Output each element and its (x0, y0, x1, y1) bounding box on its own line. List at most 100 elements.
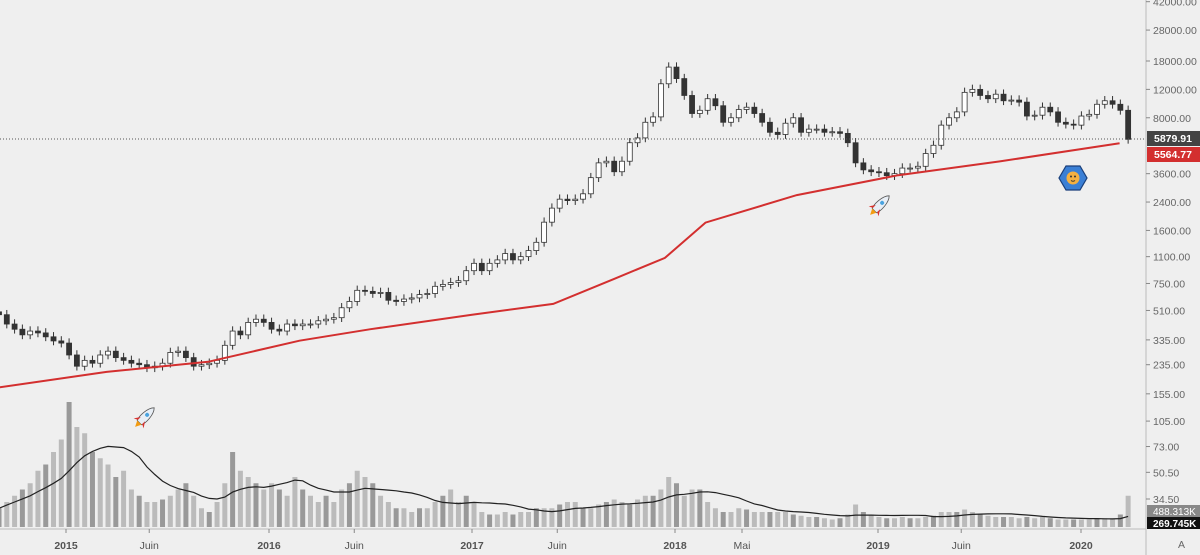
volume-bar (1055, 519, 1061, 527)
auto-scale-button[interactable]: A (1178, 539, 1185, 551)
y-tick-label: 18000.00 (1153, 56, 1197, 68)
volume-bar (323, 495, 329, 527)
candle (689, 95, 695, 114)
candle (292, 323, 298, 327)
volume-bar (821, 518, 827, 527)
volume-bar (0, 508, 2, 527)
candle (1024, 101, 1030, 117)
volume-bar (269, 483, 275, 527)
candle (307, 323, 314, 326)
ma200-line (0, 142, 1120, 389)
volume-bar (12, 495, 18, 527)
candle (35, 330, 41, 334)
volume-bar (222, 483, 228, 527)
y-tick-label: 105.00 (1153, 416, 1185, 428)
candle (50, 336, 57, 342)
volume-bar (175, 489, 181, 527)
candle (229, 330, 236, 346)
y-tick-label: 42000.00 (1153, 0, 1197, 9)
volume-bar (1094, 518, 1100, 527)
volume-bar (1024, 517, 1030, 527)
candle (1055, 111, 1061, 123)
volume-bar (837, 518, 843, 527)
candle (556, 198, 563, 209)
volume-bar (144, 502, 150, 527)
volume-bar (876, 517, 882, 527)
candle (1078, 115, 1085, 126)
volume-bar (191, 495, 197, 527)
volume-bar (128, 489, 134, 527)
volume-bar (385, 502, 391, 527)
volume-bar (432, 502, 438, 527)
candle (619, 160, 625, 173)
candle (447, 282, 454, 285)
volume-bar (712, 508, 718, 527)
volume-bar (183, 483, 189, 527)
x-axis-ticks[interactable]: 2015 Juin 2016 Juin 2017 Juin 2018 Mai 2019 Juin 2… (54, 529, 1093, 552)
volume-bar (1008, 517, 1014, 527)
volume-bar (526, 512, 532, 527)
candle (89, 359, 96, 364)
volume-bar (401, 508, 407, 527)
candle (548, 207, 555, 223)
candle (401, 298, 407, 302)
candle (767, 121, 773, 133)
volume-bar (1125, 495, 1131, 527)
candle (260, 318, 267, 323)
volume-bar (43, 464, 49, 527)
volume-bar (627, 504, 633, 527)
candle (439, 284, 446, 287)
candle (424, 293, 431, 295)
volume-ma-line (0, 445, 1129, 520)
volume-bar (907, 518, 913, 527)
candle (837, 131, 843, 134)
volume-bar (362, 477, 368, 527)
volume-bar (113, 477, 119, 527)
volume-bar (759, 512, 765, 527)
candle (626, 142, 633, 162)
candle (494, 259, 501, 264)
volume-bar (58, 439, 64, 527)
volume-bar (635, 499, 641, 527)
candle (19, 328, 26, 336)
candle (743, 106, 750, 110)
volume-bar (868, 514, 874, 527)
x-tick-label: Juin (952, 540, 971, 552)
candle (299, 323, 306, 327)
y-tick-label: 335.00 (1153, 335, 1185, 347)
candle (245, 322, 252, 336)
volume-bar (549, 508, 555, 527)
volume-bar (230, 452, 236, 527)
candle (930, 144, 937, 154)
candle (42, 332, 49, 338)
svg-text:5564.77: 5564.77 (1154, 149, 1192, 161)
y-tick-label: 1100.00 (1153, 252, 1190, 264)
candle (73, 354, 80, 367)
volume-bar (27, 483, 33, 527)
volume-bar (603, 502, 609, 527)
volume-bar (19, 489, 25, 527)
candle (190, 357, 197, 367)
volume-bar (658, 489, 664, 527)
rocket-icon (868, 195, 890, 217)
price-axis[interactable] (1146, 0, 1200, 555)
volume-bar (66, 402, 72, 527)
candle (525, 250, 532, 258)
candle (751, 106, 758, 114)
candle (985, 95, 991, 100)
candle (860, 162, 867, 171)
y-tick-label: 8000.00 (1153, 113, 1191, 125)
volume-bar (74, 427, 80, 527)
candle (120, 357, 127, 361)
volume-bar (783, 512, 789, 527)
volume-bar (697, 489, 703, 527)
candle (1094, 103, 1100, 115)
volume-bar (564, 502, 570, 527)
ma-price-tag: 5564.77 (1147, 147, 1200, 162)
y-tick-label: 750.00 (1153, 278, 1185, 290)
candle (953, 111, 960, 119)
volume-bar (845, 514, 851, 527)
candle (486, 262, 493, 272)
volume-bar (160, 499, 166, 527)
